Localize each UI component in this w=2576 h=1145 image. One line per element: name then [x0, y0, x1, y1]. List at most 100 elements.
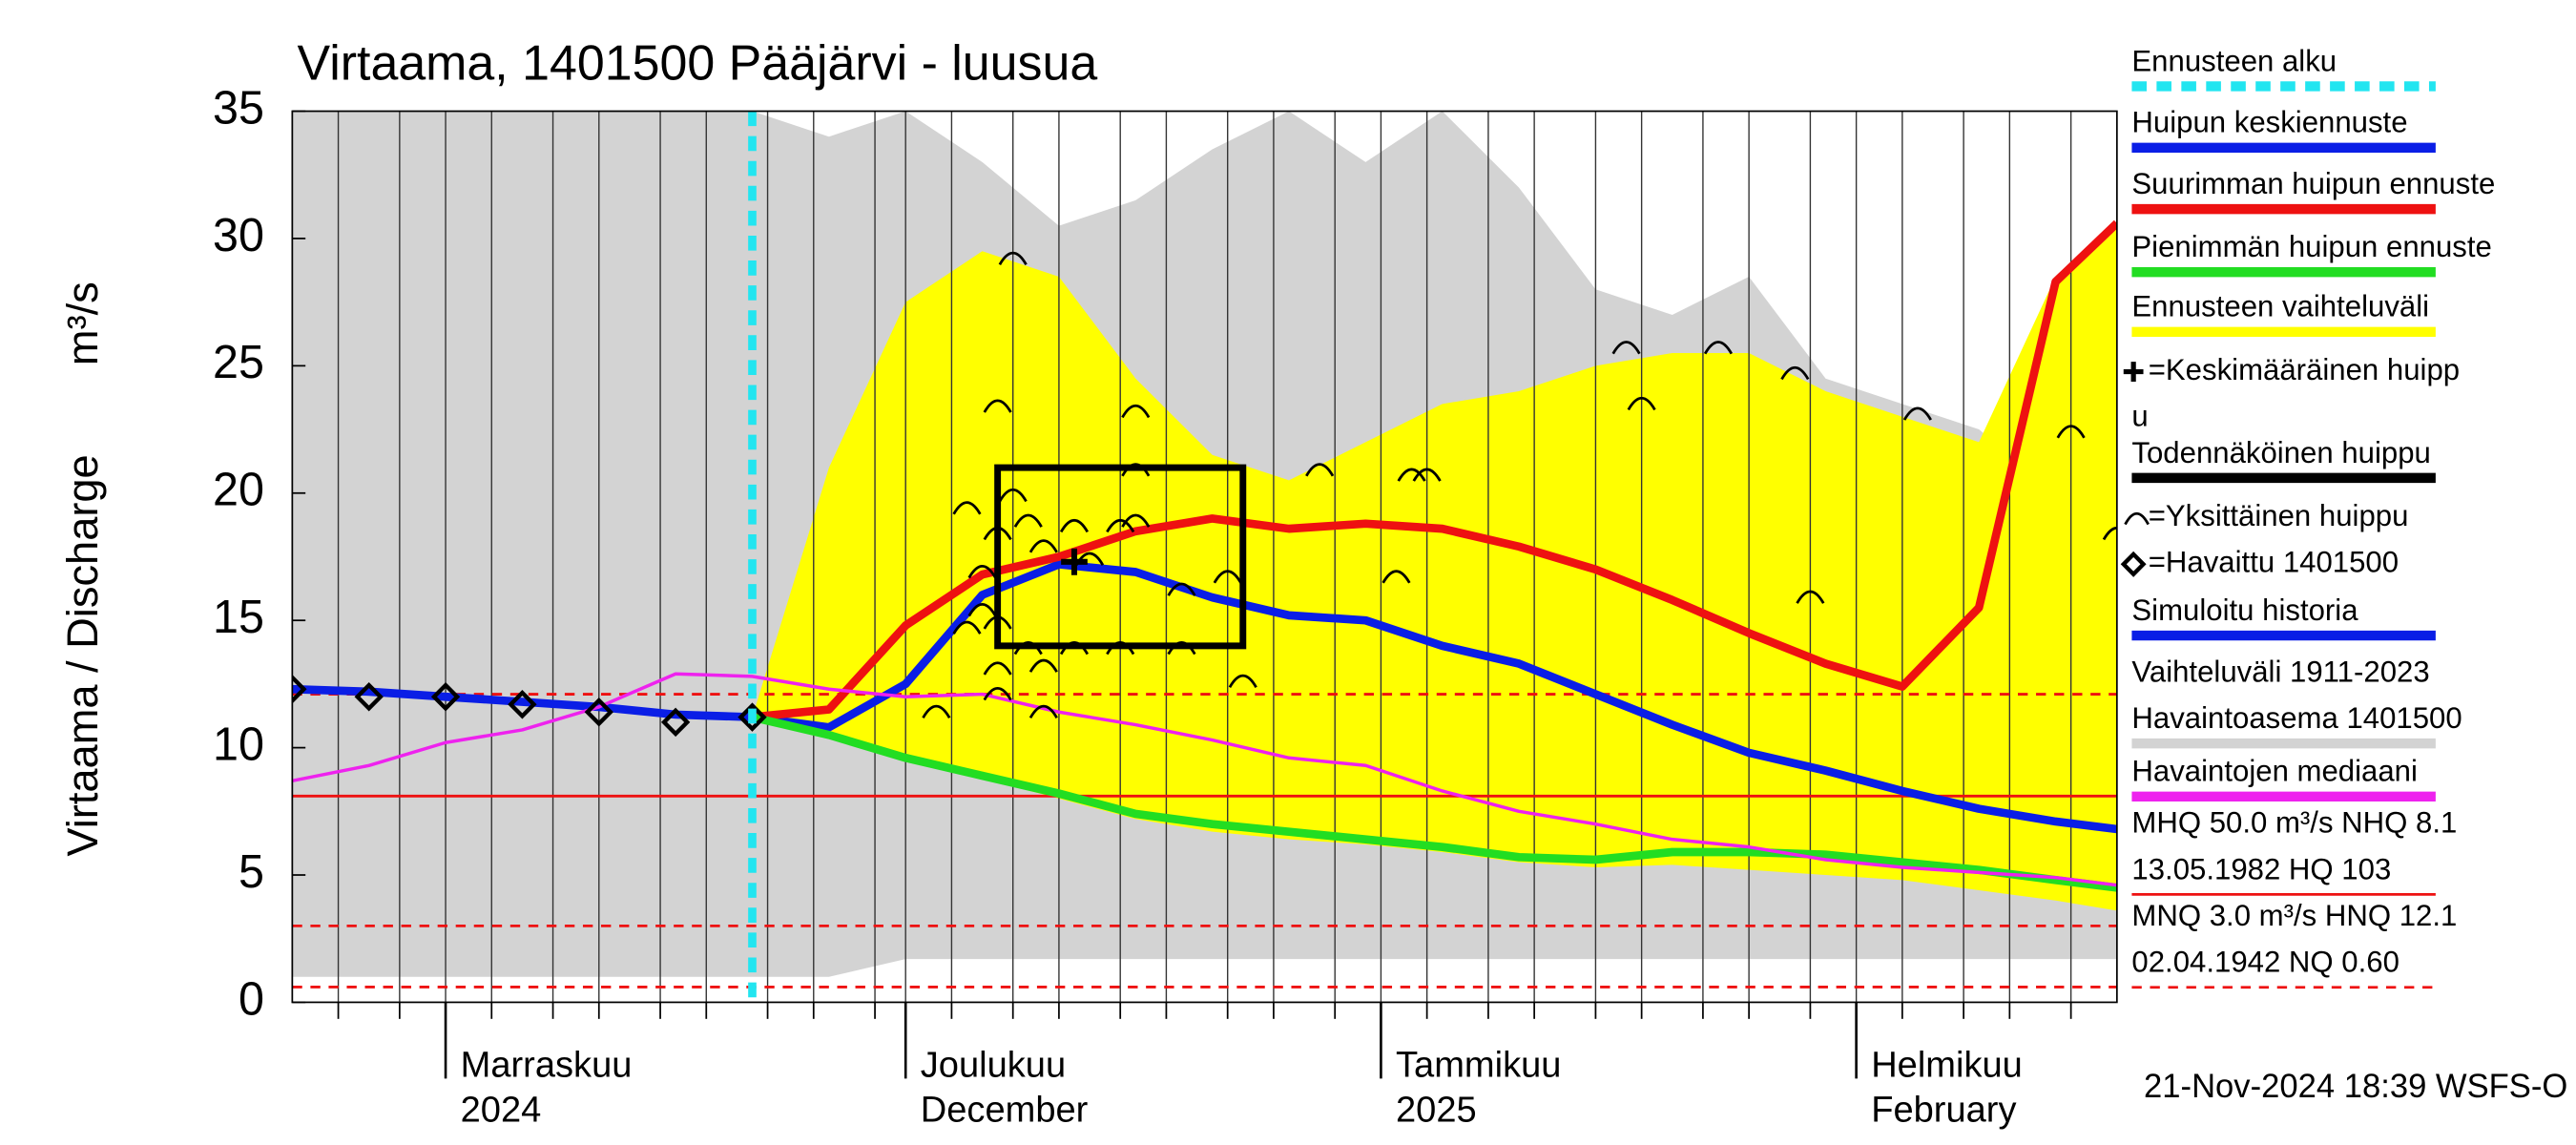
individual-peak	[1028, 658, 1058, 673]
individual-peak	[1059, 518, 1090, 533]
individual-peak	[967, 564, 997, 579]
individual-peak	[1305, 463, 1335, 477]
x-tick-label: December	[921, 1089, 1089, 1130]
y-tick-label: 20	[213, 465, 264, 516]
x-tick-label: Joulukuu	[921, 1044, 1066, 1085]
legend-symbol	[2120, 551, 2147, 577]
legend-label: Suurimman huipun ennuste	[2131, 167, 2495, 200]
chart-title: Virtaama, 1401500 Pääjärvi - luusua	[298, 35, 1098, 91]
legend-symbol	[2123, 362, 2144, 382]
legend-label: Huipun keskiennuste	[2131, 106, 2407, 139]
y-axis-label: Virtaama / Discharge	[58, 454, 107, 856]
individual-peak	[983, 399, 1012, 413]
individual-peak	[1397, 468, 1426, 482]
individual-peak	[1028, 539, 1058, 553]
legend-label: Ennusteen alku	[2131, 44, 2337, 77]
individual-peak	[998, 251, 1028, 266]
individual-peak	[1381, 570, 1411, 584]
individual-peak	[1902, 406, 1932, 421]
individual-peak	[1228, 674, 1257, 688]
footer: 21-Nov-2024 18:39 WSFS-O	[2144, 1069, 2567, 1105]
individual-peak	[2102, 526, 2117, 541]
probable-peak-box	[994, 464, 1247, 650]
individual-peak	[1106, 641, 1135, 656]
y-tick-label: 35	[213, 82, 264, 134]
observed-point	[508, 689, 537, 719]
y-tick-label: 10	[213, 718, 264, 770]
legend-label: =Havaittu 1401500	[2149, 546, 2399, 579]
individual-peak	[983, 661, 1012, 676]
individual-peak	[952, 501, 982, 515]
individual-peak	[1059, 641, 1090, 656]
individual-peak	[922, 704, 951, 718]
individual-peak	[952, 620, 982, 635]
legend-label: u	[2131, 399, 2148, 432]
individual-peak	[1106, 518, 1135, 533]
y-tick-label: 15	[213, 592, 264, 643]
individual-peak	[1121, 404, 1151, 419]
legend-label: Todennäköinen huippu	[2131, 436, 2430, 469]
legend: Ennusteen alku Huipun keskiennuste Suurimm…	[2120, 44, 2495, 989]
individual-peak	[983, 526, 1012, 541]
legend-label: Ennusteen vaihteluväli	[2131, 290, 2429, 323]
observed-point	[430, 681, 461, 712]
individual-peak	[1611, 341, 1641, 355]
individual-peak	[1121, 513, 1151, 528]
individual-peak	[1213, 570, 1242, 584]
series-line	[752, 219, 2117, 721]
x-tick-label: Tammikuu	[1396, 1044, 1561, 1085]
legend-label: 02.04.1942 NQ 0.60	[2131, 946, 2399, 979]
observed-point	[292, 674, 307, 704]
plot-frame	[291, 110, 2118, 1004]
y-tick-label: 5	[239, 846, 264, 898]
series-line	[751, 560, 2117, 834]
legend-label: MNQ 3.0 m³/s HNQ 12.1	[2131, 899, 2457, 932]
legend-label: =Keskimääräinen huipp	[2149, 353, 2460, 386]
series-line	[292, 672, 2117, 887]
y-tick-label: 25	[213, 337, 264, 388]
y-tick-label: 0	[239, 973, 264, 1025]
observed-point	[354, 681, 384, 712]
x-tick-label: 2024	[461, 1089, 542, 1130]
individual-peak	[1627, 396, 1656, 411]
individual-peak	[1703, 341, 1734, 355]
individual-peak	[1167, 582, 1196, 596]
x-tick-label: February	[1871, 1089, 2016, 1130]
individual-peak	[1167, 641, 1196, 656]
individual-peak	[998, 488, 1028, 503]
legend-label: MHQ 50.0 m³/s NHQ 8.1	[2131, 806, 2457, 840]
individual-peak	[1028, 704, 1058, 718]
individual-peak	[1780, 365, 1810, 381]
x-tick-label: Helmikuu	[1871, 1044, 2023, 1085]
series-line	[292, 684, 753, 721]
individual-peak	[967, 603, 997, 617]
observed-point	[737, 702, 767, 732]
x-tick-label: 2025	[1396, 1089, 1477, 1130]
individual-peak	[1013, 641, 1043, 656]
individual-peak	[1013, 513, 1043, 528]
range-band	[752, 222, 2117, 911]
plot-area	[292, 111, 2117, 1003]
individual-peak	[2056, 425, 2086, 439]
mean-peak	[1061, 548, 1088, 575]
x-tick-label: Marraskuu	[461, 1044, 633, 1085]
legend-label: Vaihteluväli 1911-2023	[2131, 655, 2429, 688]
observed-point	[584, 697, 613, 727]
legend-symbol	[2124, 511, 2150, 526]
series-line	[751, 713, 2117, 892]
legend-label: Simuloitu historia	[2131, 593, 2358, 627]
y-axis-unit: m³/s	[58, 281, 107, 365]
individual-peak	[1121, 463, 1151, 477]
axes: Marraskuu2024JoulukuuDecemberTammikuu202…	[213, 82, 2072, 1130]
legend-label: Havaintoasema 1401500	[2131, 701, 2462, 735]
y-tick-label: 30	[213, 210, 264, 261]
observed-point	[660, 707, 691, 738]
individual-peak	[983, 615, 1012, 630]
legend-label: Pienimmän huipun ennuste	[2131, 230, 2491, 263]
individual-peak	[1412, 468, 1442, 482]
legend-label: Havaintojen mediaani	[2131, 755, 2418, 788]
individual-peak	[1796, 590, 1825, 604]
individual-peak	[983, 687, 1012, 701]
